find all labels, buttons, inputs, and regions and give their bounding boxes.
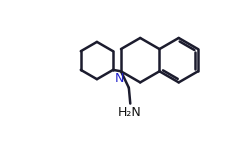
Text: N: N [114, 72, 124, 85]
Text: H₂N: H₂N [118, 106, 141, 119]
